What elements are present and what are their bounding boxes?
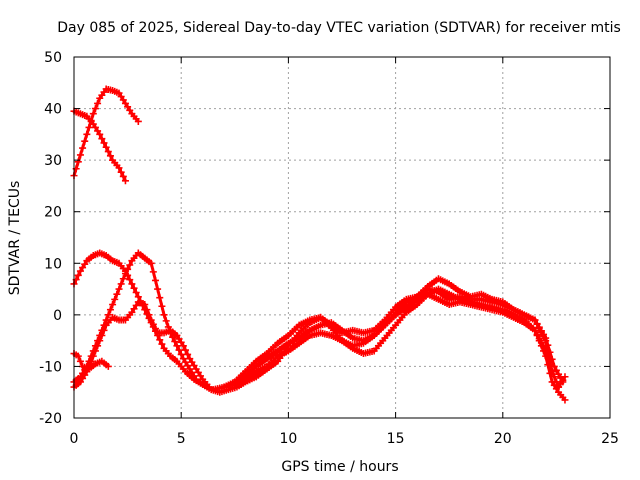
data-point-markers xyxy=(220,275,569,391)
data-points xyxy=(70,85,569,404)
data-trace xyxy=(255,287,565,383)
data-trace xyxy=(213,287,567,401)
x-axis-label: GPS time / hours xyxy=(281,459,398,475)
x-tick-label: 20 xyxy=(494,431,512,447)
data-trace xyxy=(73,300,211,389)
plot-frame xyxy=(73,56,611,419)
series-track-b xyxy=(70,85,142,180)
grid xyxy=(74,57,610,418)
y-tick-label: 30 xyxy=(44,153,62,169)
data-trace xyxy=(73,109,127,182)
series-track-j xyxy=(252,285,567,386)
y-tick-label: 50 xyxy=(44,50,62,66)
data-trace xyxy=(223,277,567,389)
x-tick-label: 15 xyxy=(387,431,405,447)
x-tick-label: 25 xyxy=(601,431,619,447)
y-tick-label: 20 xyxy=(44,205,62,221)
data-trace xyxy=(72,251,257,394)
y-axis-label: SDTVAR / TECUs xyxy=(7,181,23,296)
data-trace xyxy=(73,352,110,371)
data-point-markers xyxy=(70,249,260,396)
y-tick-label: -20 xyxy=(39,411,62,427)
series-track-h xyxy=(220,275,569,391)
x-tick-label: 0 xyxy=(70,431,79,447)
x-tick-label: 10 xyxy=(279,431,297,447)
y-tick-label: 0 xyxy=(53,308,62,324)
series-track-a xyxy=(70,107,129,185)
data-trace xyxy=(73,251,198,384)
data-point-markers xyxy=(209,285,569,404)
y-tick-label: 10 xyxy=(44,256,62,272)
series-track-g xyxy=(209,285,569,404)
data-point-markers xyxy=(70,85,142,180)
y-tick-label: 40 xyxy=(44,102,62,118)
chart-title: Day 085 of 2025, Sidereal Day-to-day VTE… xyxy=(57,20,621,36)
x-tick-label: 5 xyxy=(177,431,186,447)
data-trace xyxy=(72,87,140,177)
axis-ticks: 0 5 10 15 20 25 -20 -10 0 10 20 30 40 50 xyxy=(39,50,619,447)
y-tick-label: -10 xyxy=(39,359,62,375)
series-track-c xyxy=(70,249,260,396)
